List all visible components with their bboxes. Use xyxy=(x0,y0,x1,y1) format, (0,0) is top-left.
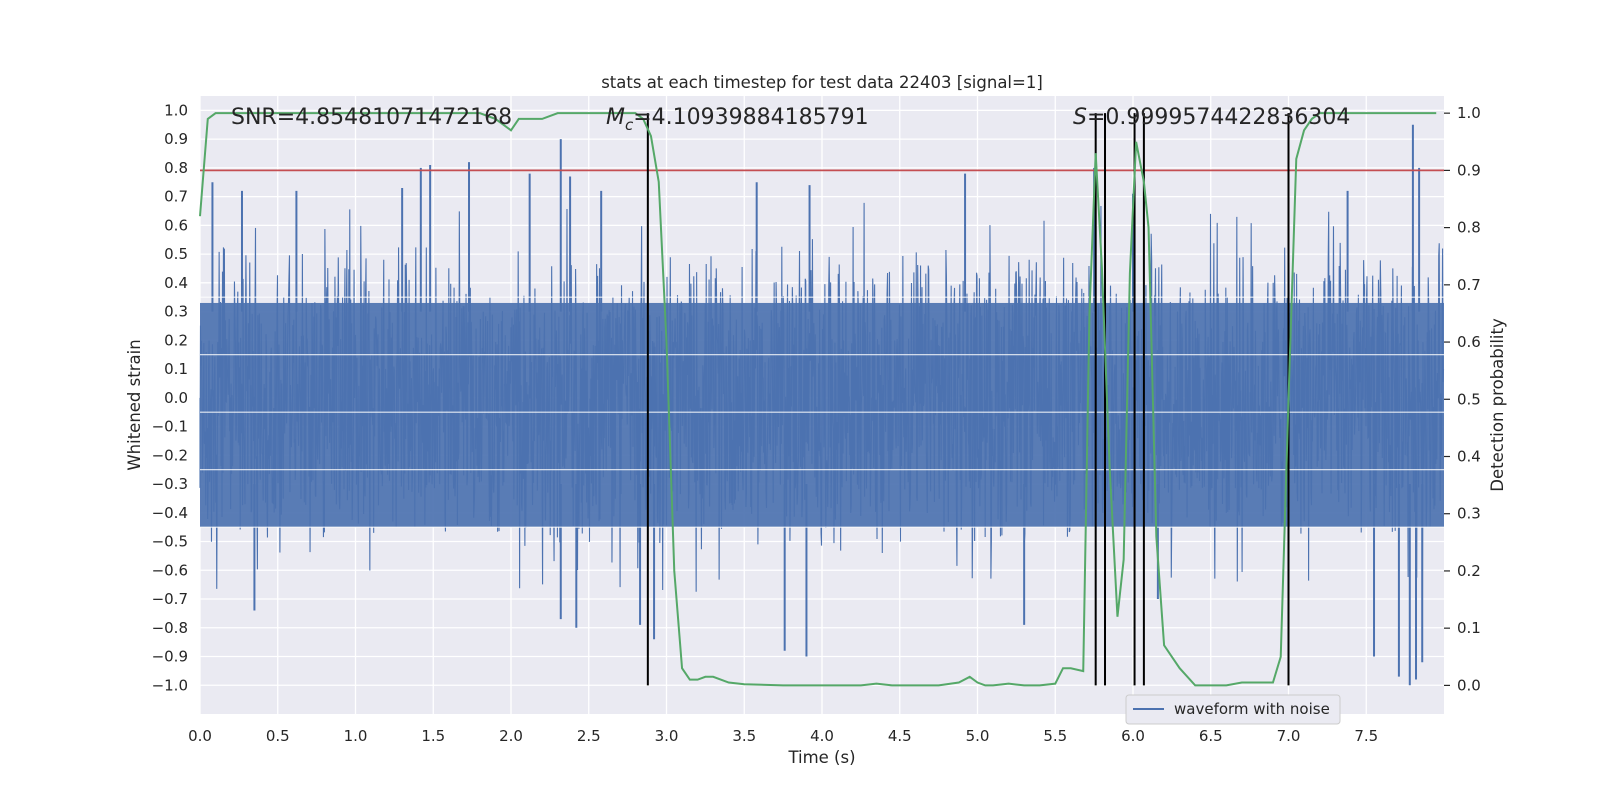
y-tick-label: 1.0 xyxy=(164,101,188,119)
y-tick-label: −0.9 xyxy=(152,648,188,666)
legend: waveform with noise xyxy=(1125,694,1341,725)
x-tick-label: 2.0 xyxy=(499,727,523,745)
y2-tick-label: 0.3 xyxy=(1457,505,1481,523)
x-tick-label: 1.0 xyxy=(344,727,368,745)
y-tick-label: 0.6 xyxy=(164,216,188,234)
y-tick-label: 0.1 xyxy=(164,360,188,378)
y2-tick-label: 0.4 xyxy=(1457,448,1481,466)
y-tick-label: −0.8 xyxy=(152,619,188,637)
y-axis-label: Whitened strain xyxy=(125,339,144,470)
waveform-band xyxy=(200,302,1444,528)
x-tick-label: 3.5 xyxy=(732,727,756,745)
x-tick-label: 4.5 xyxy=(888,727,912,745)
x-tick-label: 7.0 xyxy=(1277,727,1301,745)
y2-axis-ticks: 1.0 0.9 0.8 0.7 0.6 0.5 0.4 0.3 0.2 0.1 0.0 xyxy=(1444,104,1481,694)
chirp-mass-subscript: c xyxy=(625,116,634,134)
x-tick-label: 5.5 xyxy=(1043,727,1067,745)
probability-series xyxy=(199,112,1437,687)
y2-tick-label: 0.2 xyxy=(1457,562,1481,580)
x-tick-label: 2.5 xyxy=(577,727,601,745)
y2-tick-label: 0.6 xyxy=(1457,333,1481,351)
legend-label: waveform with noise xyxy=(1174,700,1330,718)
y-tick-label: 0.7 xyxy=(164,188,188,206)
x-tick-label: 5.0 xyxy=(966,727,990,745)
y-tick-label: 0.0 xyxy=(164,389,188,407)
y-tick-label: −0.4 xyxy=(152,504,188,522)
x-tick-label: 4.0 xyxy=(810,727,834,745)
detection-markers xyxy=(646,113,1290,686)
y-tick-label: 0.3 xyxy=(164,303,188,321)
snr-annotation: SNR=4.85481071472168 xyxy=(231,105,512,130)
y-tick-label: 0.5 xyxy=(164,245,188,263)
score-value: =0.9999574422836304 xyxy=(1087,105,1350,130)
x-tick-label: 3.0 xyxy=(655,727,679,745)
score-annotation: S=0.9999574422836304 xyxy=(1073,105,1350,130)
chirp-mass-symbol: M xyxy=(606,105,625,130)
y-tick-label: −0.2 xyxy=(152,446,188,464)
y2-tick-label: 0.9 xyxy=(1457,161,1481,179)
y2-tick-label: 0.7 xyxy=(1457,276,1481,294)
chirp-mass-annotation: Mc=4.10939884185791 xyxy=(606,105,869,134)
y-tick-label: −0.7 xyxy=(152,590,188,608)
y-tick-label: 0.2 xyxy=(164,331,188,349)
y-tick-label: 0.9 xyxy=(164,130,188,148)
y2-tick-label: 0.0 xyxy=(1457,676,1481,694)
waveform-series xyxy=(199,124,1445,686)
x-tick-label: 6.5 xyxy=(1199,727,1223,745)
y2-tick-label: 1.0 xyxy=(1457,104,1481,122)
chart-title: stats at each timestep for test data 224… xyxy=(601,73,1043,92)
y-tick-label: −0.1 xyxy=(152,418,188,436)
probability-line xyxy=(199,112,1437,687)
x-tick-label: 0.0 xyxy=(188,727,212,745)
chirp-mass-value: =4.10939884185791 xyxy=(633,105,868,130)
y2-tick-label: 0.5 xyxy=(1457,390,1481,408)
x-tick-label: 6.0 xyxy=(1121,727,1145,745)
x-tick-label: 7.5 xyxy=(1354,727,1378,745)
y-tick-label: −1.0 xyxy=(152,676,188,694)
y-tick-label: −0.6 xyxy=(152,561,188,579)
x-tick-label: 1.5 xyxy=(421,727,445,745)
x-axis-ticks: 0.0 0.5 1.0 1.5 2.0 2.5 3.0 3.5 4.0 4.5 5.0 5.5 6.0 6… xyxy=(188,727,1378,745)
y-axis-ticks: 1.0 0.9 0.8 0.7 0.6 0.5 0.4 0.3 0.2 0.1 0.0 −0.1 −0.… xyxy=(152,101,188,694)
legend-box xyxy=(1125,694,1341,725)
y-tick-label: −0.3 xyxy=(152,475,188,493)
score-symbol: S xyxy=(1073,105,1087,130)
y2-axis-label: Detection probability xyxy=(1488,318,1507,492)
y2-tick-label: 0.1 xyxy=(1457,619,1481,637)
x-axis-label: Time (s) xyxy=(787,748,855,767)
x-tick-label: 0.5 xyxy=(266,727,290,745)
y-tick-label: −0.5 xyxy=(152,533,188,551)
y2-tick-label: 0.8 xyxy=(1457,219,1481,237)
y-tick-label: 0.8 xyxy=(164,159,188,177)
y-tick-label: 0.4 xyxy=(164,274,188,292)
